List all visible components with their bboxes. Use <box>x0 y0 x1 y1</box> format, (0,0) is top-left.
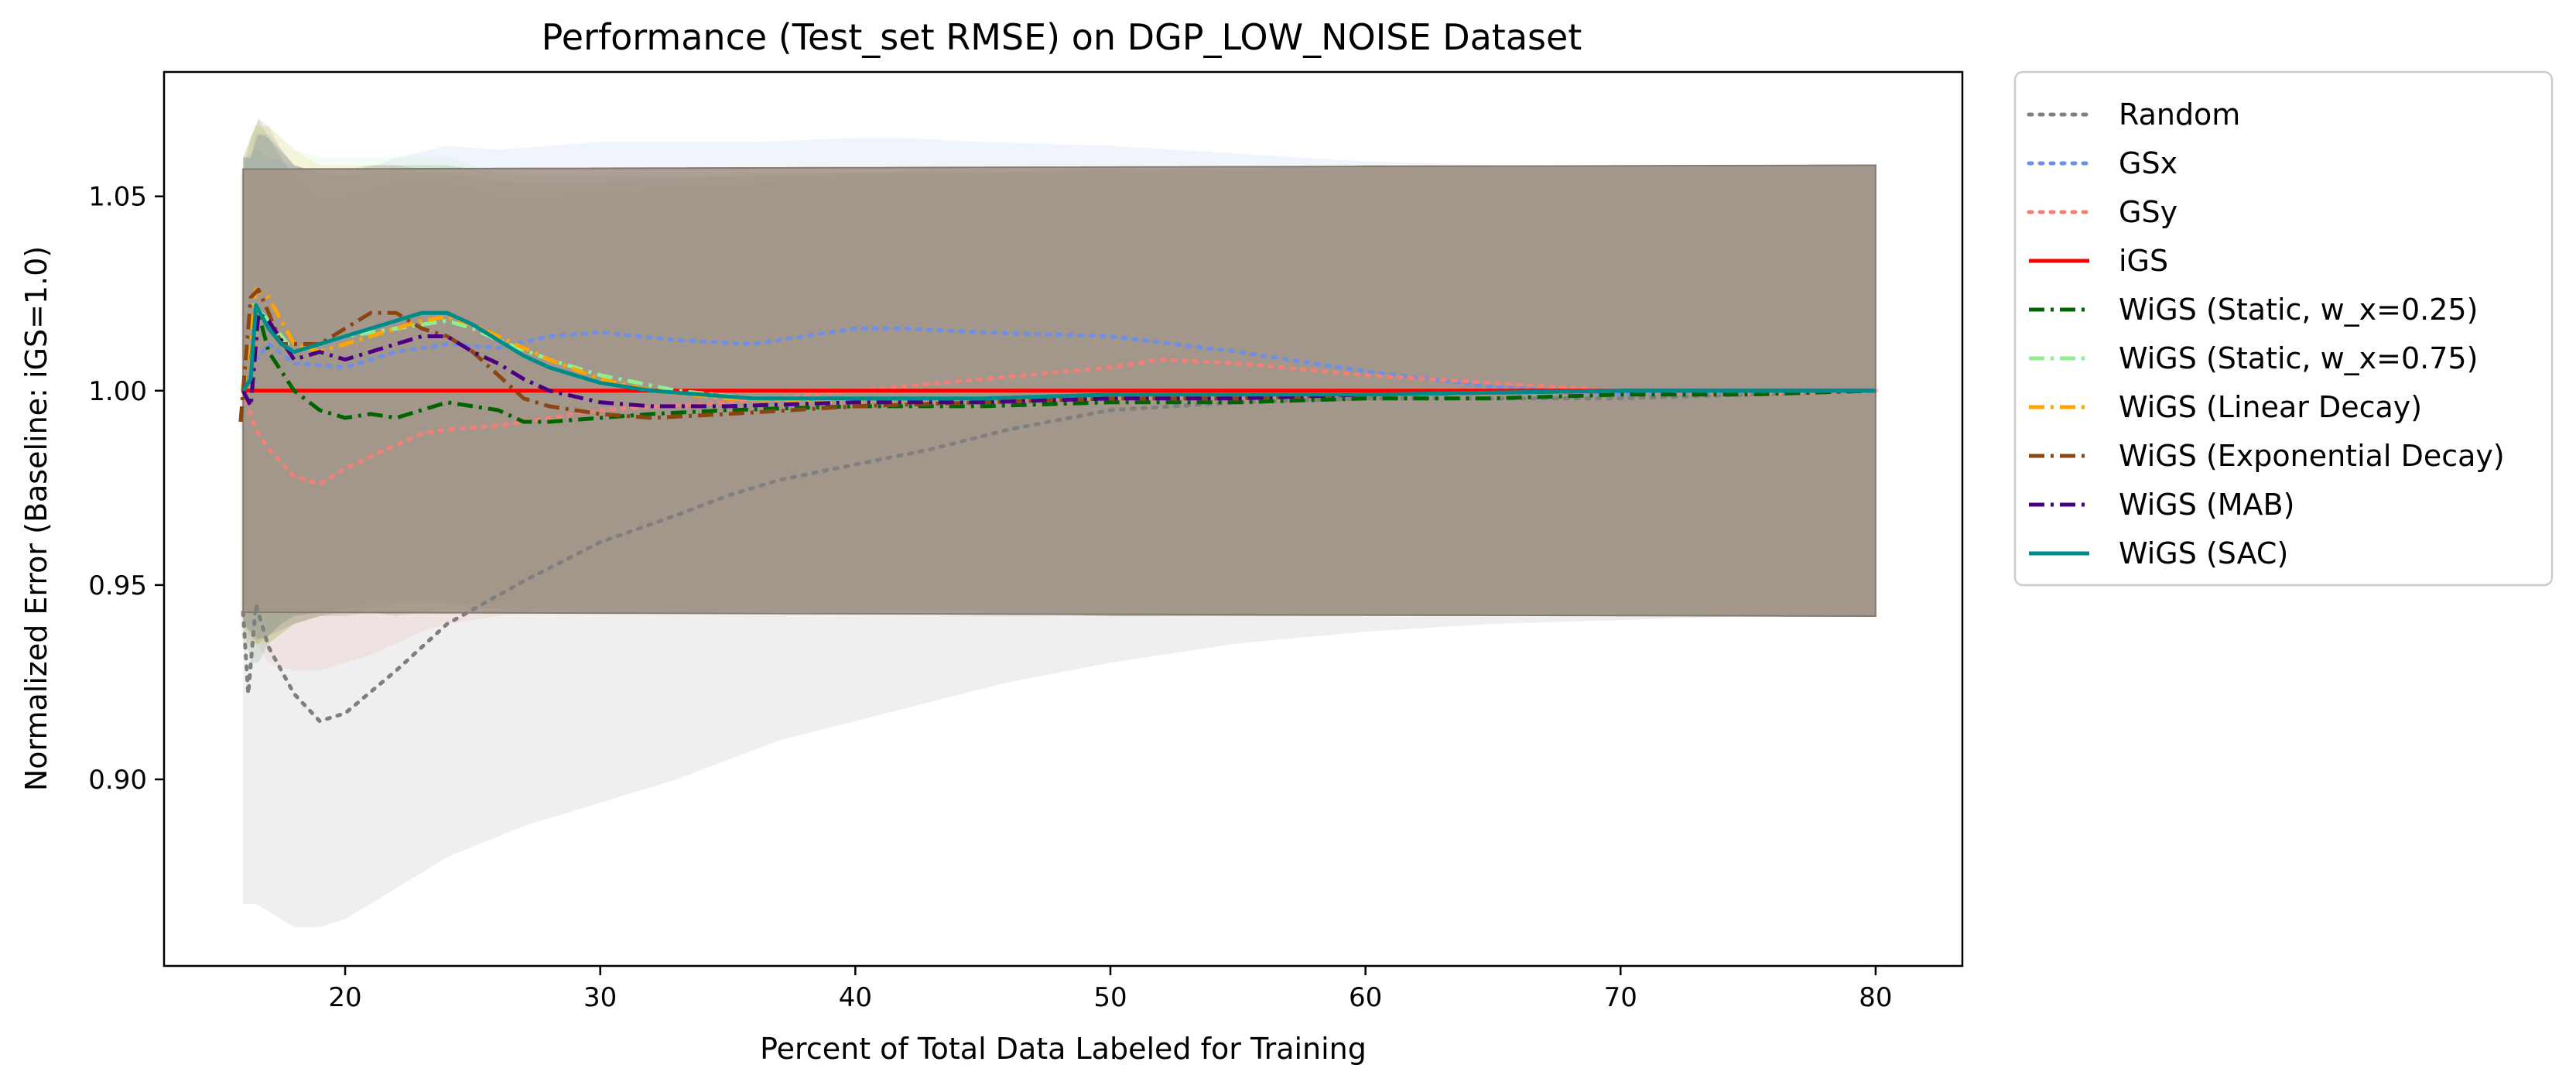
legend-item-gsy: GSy <box>2027 195 2177 229</box>
legend-item-wigs-static-w-x-0-25: WiGS (Static, w_x=0.25) <box>2029 293 2478 327</box>
x-axis-label: Percent of Total Data Labeled for Traini… <box>760 1032 1367 1066</box>
y-axis-ticks: 0.90 0.95 1.00 1.05 <box>88 182 164 796</box>
line-wigs-sac <box>241 303 1876 401</box>
legend: Random GSx GSy iGS WiGS (Static, w_x=0.25) Wi… <box>2013 70 2554 587</box>
line-random <box>241 389 1878 724</box>
x-tick-label: 70 <box>1604 982 1637 1013</box>
y-tick-label: 1.00 <box>88 376 147 407</box>
legend-label: Random <box>2119 98 2240 132</box>
legend-item-igs: iGS <box>2029 244 2168 278</box>
legend-label: WiGS (Static, w_x=0.75) <box>2119 341 2478 375</box>
legend-frame <box>2013 70 2554 587</box>
y-tick-label: 0.90 <box>88 765 147 796</box>
x-tick-label: 40 <box>839 982 872 1013</box>
line-wigs-static-w-x-0-25 <box>241 310 1876 424</box>
legend-label: WiGS (Static, w_x=0.25) <box>2119 293 2478 327</box>
legend-item-wigs-mab: WiGS (MAB) <box>2029 488 2294 522</box>
legend-item-wigs-static-w-x-0-75: WiGS (Static, w_x=0.75) <box>2029 341 2478 375</box>
x-tick-label: 20 <box>328 982 361 1013</box>
legend-label: GSy <box>2119 195 2177 229</box>
line-gsy <box>241 358 1878 486</box>
legend-item-wigs-linear-decay: WiGS (Linear Decay) <box>2029 390 2422 424</box>
legend-item-wigs-exponential-decay: WiGS (Exponential Decay) <box>2029 439 2505 473</box>
legend-label: WiGS (SAC) <box>2119 536 2288 570</box>
y-axis-label: Normalized Error (Baseline: iGS=1.0) <box>19 246 53 791</box>
line-wigs-linear-decay <box>241 287 1876 405</box>
legend-item-gsx: GSx <box>2027 146 2177 180</box>
y-tick-label: 1.05 <box>88 182 147 213</box>
line-wigs-exponential-decay <box>238 287 1876 423</box>
legend-label: WiGS (Exponential Decay) <box>2119 439 2505 473</box>
chart-title: Performance (Test_set RMSE) on DGP_LOW_N… <box>542 16 1582 58</box>
plot-frame <box>162 70 1964 967</box>
x-tick-label: 80 <box>1859 982 1892 1013</box>
legend-label: GSx <box>2119 146 2177 180</box>
series-lines <box>238 287 1878 724</box>
legend-label: iGS <box>2119 244 2168 278</box>
legend-label: WiGS (Linear Decay) <box>2119 390 2422 424</box>
x-tick-label: 50 <box>1093 982 1127 1013</box>
x-tick-label: 60 <box>1349 982 1382 1013</box>
x-axis-ticks: 20 30 40 50 60 70 80 <box>328 966 1893 1013</box>
legend-item-random: Random <box>2027 98 2240 132</box>
legend-item-wigs-sac: WiGS (SAC) <box>2029 536 2288 570</box>
legend-label: WiGS (MAB) <box>2119 488 2294 522</box>
x-tick-label: 30 <box>583 982 617 1013</box>
y-tick-label: 0.95 <box>88 570 147 601</box>
